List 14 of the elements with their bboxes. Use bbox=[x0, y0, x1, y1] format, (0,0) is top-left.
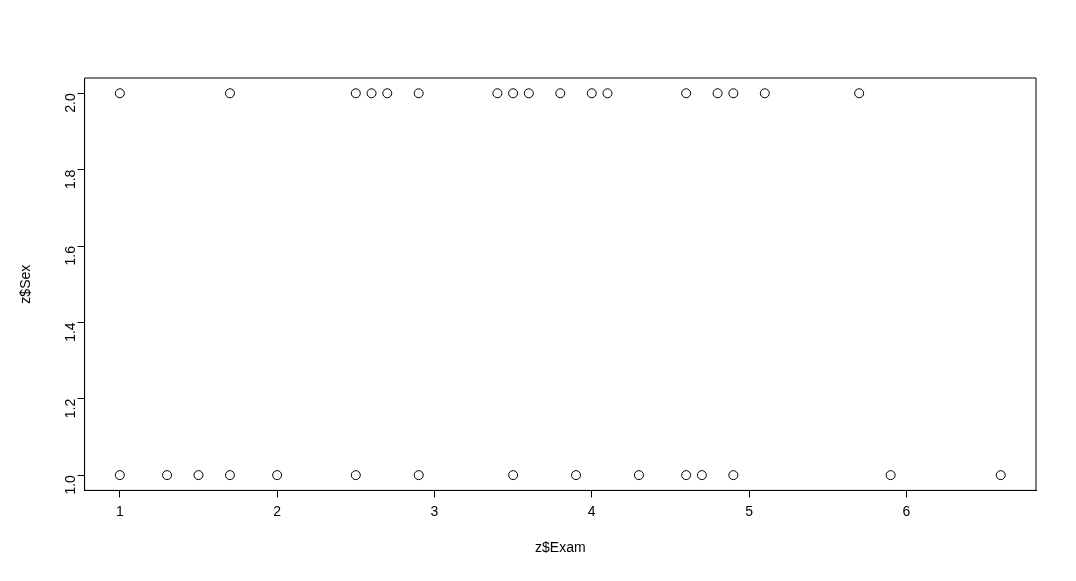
y-tick-label: 1.8 bbox=[62, 169, 79, 190]
y-tick-label: 2.0 bbox=[62, 93, 79, 113]
x-tick-label: 6 bbox=[902, 502, 911, 519]
y-tick-label: 1.4 bbox=[62, 322, 79, 342]
x-tick-label: 2 bbox=[273, 502, 282, 519]
x-tick-label: 3 bbox=[430, 502, 439, 519]
x-tick-label: 1 bbox=[115, 502, 124, 519]
y-tick-label: 1.0 bbox=[62, 474, 79, 495]
y-axis-title: z$Sex bbox=[17, 264, 34, 304]
y-tick-label: 1.6 bbox=[62, 245, 79, 266]
x-tick-label: 4 bbox=[587, 502, 596, 519]
x-tick-label: 5 bbox=[745, 502, 754, 519]
x-axis-title: z$Exam bbox=[535, 539, 586, 556]
y-tick-label: 1.2 bbox=[62, 398, 79, 419]
